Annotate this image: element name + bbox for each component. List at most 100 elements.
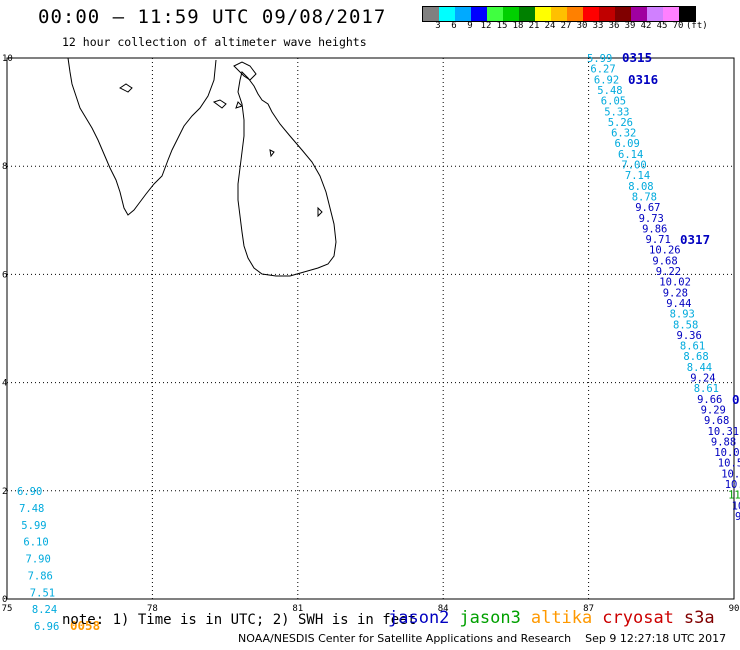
wave-height-value: 6.32 <box>611 128 636 140</box>
legend-swatch <box>679 7 695 21</box>
wave-height-value: 7.48 <box>19 503 44 515</box>
legend-swatch <box>455 7 471 21</box>
wave-height-value: 8.93 <box>670 309 695 321</box>
wave-height-value: 6.96 <box>34 621 59 633</box>
chart-title: 00:00 – 11:59 UTC 09/08/2017 <box>38 6 387 28</box>
legend-swatch <box>471 7 487 21</box>
wave-height-value: 10.03 <box>714 447 740 459</box>
mannar-islands <box>119 83 227 109</box>
wave-height-value: 9.22 <box>656 266 681 278</box>
wave-height-value: 9 <box>735 511 740 523</box>
wave-height-value: 9.28 <box>663 287 688 299</box>
x-tick-label: 78 <box>147 604 158 614</box>
legend-label: 6 <box>451 21 457 31</box>
wave-height-value: 6.10 <box>23 537 48 549</box>
legend-label: 27 <box>560 21 572 31</box>
india-coastline <box>67 57 217 216</box>
legend-label: 42 <box>640 21 652 31</box>
y-tick-label: 2 <box>2 487 7 497</box>
legend-swatch <box>551 7 567 21</box>
legend-label: 18 <box>512 21 524 31</box>
wave-height-value: 9.73 <box>639 213 664 225</box>
satellite-name-altika: altika <box>530 608 593 628</box>
wave-height-value: 6.90 <box>17 486 42 498</box>
legend-swatch <box>535 7 551 21</box>
wave-height-value: 8.61 <box>694 383 719 395</box>
wave-height-value: 6.92 <box>594 74 619 86</box>
wave-height-value: 5.26 <box>608 117 633 129</box>
wave-height-value: 8.68 <box>683 351 708 363</box>
wave-height-value: 8.61 <box>680 341 705 353</box>
y-tick-label: 4 <box>2 379 7 389</box>
map-frame <box>6 57 735 600</box>
wave-height-value: 7.00 <box>621 160 646 172</box>
legend-swatch <box>423 7 439 21</box>
color-legend <box>422 6 696 22</box>
wave-height-value: 9.29 <box>701 405 726 417</box>
satellite-name-cryosat: cryosat <box>602 608 674 628</box>
legend-label: 3 <box>435 21 441 31</box>
wave-height-value: 8.78 <box>632 192 657 204</box>
pass-time-label: 0315 <box>622 50 652 65</box>
wave-height-value: 9.24 <box>690 373 715 385</box>
x-tick-label: 84 <box>438 604 449 614</box>
wave-height-value: 9.88 <box>711 436 736 448</box>
wave-height-value: 5.33 <box>604 106 629 118</box>
wave-height-value: 5.99 <box>21 520 46 532</box>
wave-height-value: 9.68 <box>652 255 677 267</box>
wave-height-value: 6.14 <box>618 149 643 161</box>
x-tick-label: 81 <box>292 604 303 614</box>
wave-height-value: 6.09 <box>615 138 640 150</box>
pass-time-label: 0316 <box>628 72 658 87</box>
satellite-name-s3a: s3a <box>683 608 715 628</box>
jaffna-peninsula <box>233 61 323 218</box>
y-tick-label: 6 <box>2 270 7 280</box>
footer-timestamp: Sep 9 12:27:18 UTC 2017 <box>585 632 727 645</box>
wave-height-value: 10.31 <box>708 426 740 438</box>
y-tick-label: 8 <box>2 162 7 172</box>
legend-label: 36 <box>608 21 620 31</box>
legend-label: 70 <box>672 21 684 31</box>
wave-height-value: 10.58 <box>718 458 740 470</box>
track-left: 6.90 7.48 5.99 6.10 7.90 7.86 7.51 8.24 6.96 <box>17 486 59 633</box>
note-text: note: 1) Time is in UTC; 2) SWH is in fe… <box>62 612 417 628</box>
chart-subtitle: 12 hour collection of altimeter wave hei… <box>62 35 367 49</box>
legend-label: 30 <box>576 21 588 31</box>
wave-height-value: 7.14 <box>625 170 650 182</box>
legend-label: 45 <box>656 21 668 31</box>
wave-height-value: 8.58 <box>673 319 698 331</box>
legend-label: 39 <box>624 21 636 31</box>
legend-swatch <box>519 7 535 21</box>
wave-height-value: 9.71 <box>646 234 671 246</box>
track-right: 5.996.276.925.486.055.335.266.326.096.14… <box>587 53 740 523</box>
legend-label: 33 <box>592 21 604 31</box>
sri-lanka-coastline <box>237 71 337 277</box>
wave-height-value: 10 <box>732 500 740 512</box>
legend-swatch <box>567 7 583 21</box>
wave-height-value: 9.68 <box>704 415 729 427</box>
legend-swatch <box>615 7 631 21</box>
x-tick-label: 90 <box>729 604 740 614</box>
legend-swatch <box>487 7 503 21</box>
wave-height-value: 10.26 <box>649 245 681 257</box>
legend-label: 24 <box>544 21 556 31</box>
wave-height-value: 5.99 <box>587 53 612 65</box>
wave-height-value: 5.48 <box>597 85 622 97</box>
wave-height-value: 10. <box>725 479 740 491</box>
wave-height-value: 10.6 <box>721 468 740 480</box>
wave-height-value: 8.24 <box>32 604 57 616</box>
y-tick-label: 0 <box>2 595 7 605</box>
wave-height-value: 9.44 <box>666 298 691 310</box>
wave-height-value: 6.27 <box>590 64 615 76</box>
footer: NOAA/NESDIS Center for Satellite Applica… <box>238 632 726 645</box>
satellite-name-jason2: jason2 <box>388 608 450 628</box>
legend-swatch <box>663 7 679 21</box>
wave-height-value: 8.08 <box>628 181 653 193</box>
wave-height-value: 7.90 <box>26 554 51 566</box>
legend-label: 12 <box>480 21 492 31</box>
wave-height-value: 7.51 <box>30 587 55 599</box>
legend-labels: 3 6 9 12 15 18 21 24 27 30 33 36 39 42 45 70 (ft) <box>422 21 740 33</box>
legend-swatch <box>631 7 647 21</box>
x-tick-label: 75 <box>2 604 13 614</box>
